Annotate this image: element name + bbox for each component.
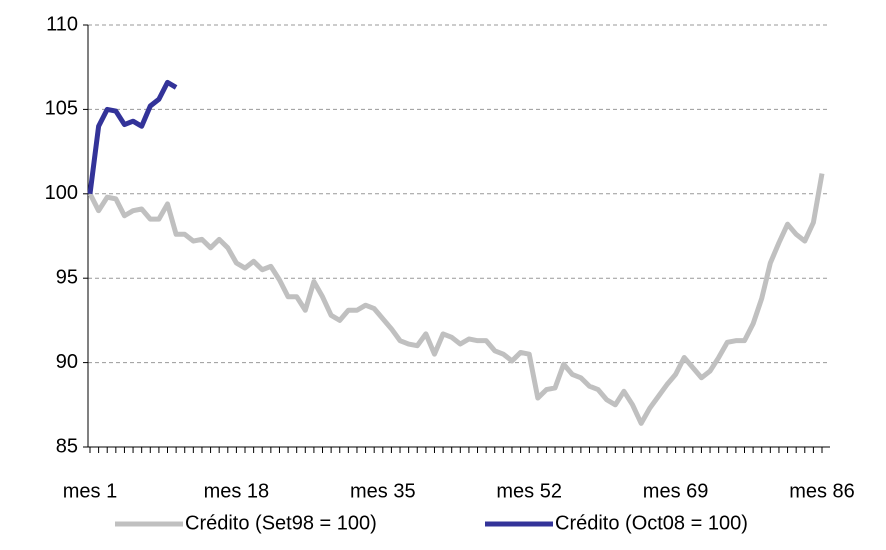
y-tick-label: 90: [56, 351, 78, 373]
series-line: [87, 79, 178, 195]
x-tick-label: mes 18: [204, 480, 270, 502]
legend-label: Crédito (Oct08 = 100): [555, 512, 748, 534]
x-tick-label: mes 35: [350, 480, 416, 502]
y-tick-label: 110: [46, 13, 78, 35]
x-tick-label: mes 52: [496, 480, 562, 502]
y-tick-label: 100: [45, 182, 78, 204]
y-tick-label: 85: [56, 435, 78, 457]
x-tick-label: mes 86: [789, 480, 855, 502]
y-tick-label: 95: [56, 266, 78, 288]
y-tick-label: 105: [45, 98, 78, 120]
x-tick-label: mes 1: [63, 480, 117, 502]
x-tick-label: mes 69: [643, 480, 709, 502]
series-line: [87, 173, 825, 426]
legend-label: Crédito (Set98 = 100): [185, 512, 377, 534]
